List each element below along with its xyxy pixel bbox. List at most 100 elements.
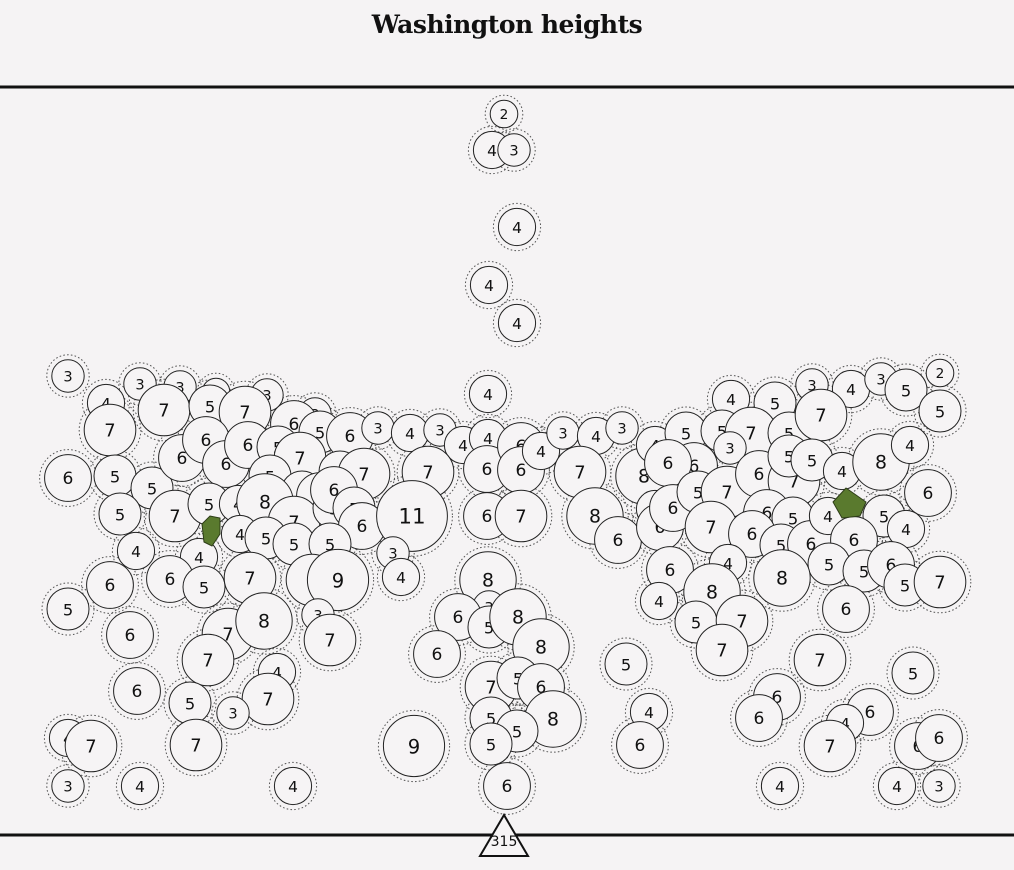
bubble-label: 3 [313,608,322,625]
bubble-label: 5 [681,425,691,444]
bubble [413,630,461,678]
bubble-label: 7 [239,403,250,424]
bubble-ring [454,546,522,614]
bubble-ring [115,761,165,811]
bubble-label: 6 [689,457,700,477]
bubble-label: 7 [190,736,201,757]
bubble-label: 4 [775,778,785,796]
bubble-label: 6 [754,465,765,485]
bubble-label: 8 [482,571,494,592]
bubble [877,766,917,806]
bubble-label: 4 [272,664,282,682]
bubble [884,368,928,412]
bubble-label: 5 [770,395,780,414]
bubble [306,548,370,612]
bubble-label: 6 [132,682,143,702]
bubble-label: 7 [515,507,526,528]
bubble-label: 6 [762,504,773,524]
bubble-label: 4 [135,778,145,796]
bubble [616,721,664,769]
bubble-label: 8 [589,507,601,528]
bubble-label: 4 [101,395,111,413]
bubble [735,694,783,742]
bubble-label: 3 [807,378,816,395]
bubble [494,489,548,543]
bubble-label: 5 [261,530,271,549]
bubble-label: 4 [644,704,654,722]
bubble-label: 4 [823,508,833,526]
bubble-ring [492,298,542,348]
bubble-label: 4 [487,142,497,160]
bubble-label: 8 [259,493,271,514]
bubble-label: 5 [879,508,889,527]
bubble [497,303,537,343]
bubble-ring [920,353,960,393]
bubble-label: 5 [908,665,918,684]
bubble-label: 7 [85,737,96,758]
bubble-label: 4 [131,543,141,561]
bubble-label: 3 [373,421,382,438]
bubble-label: 4 [591,428,601,446]
bubble [904,469,952,517]
bubble-ring [484,94,524,134]
bubble-ring [910,709,968,767]
bubble-label: 3 [435,423,444,440]
bubble-label: 6 [806,535,817,555]
bubble-label: 5 [784,448,794,467]
bubble-label: 7 [202,651,213,672]
bubble-label: 5 [147,480,157,499]
bubble-label: 5 [512,723,522,742]
bubble-label: 7 [485,678,496,699]
bubble-label: 4 [905,437,915,455]
bubble-label: 4 [726,391,736,409]
bubble-label: 4 [901,521,911,539]
bubble-label: 4 [405,425,415,443]
total-label: 315 [491,834,518,850]
bubble-label: 4 [723,555,733,573]
bubble-label: 3 [876,372,885,389]
bubble-label: 4 [483,386,493,404]
bubble-label: 5 [315,424,325,443]
bubble-label: 9 [332,570,344,593]
bubble [760,766,800,806]
bubble [469,722,513,766]
bubble [925,358,955,388]
bubble [169,718,223,772]
bubble-label: 6 [665,561,676,581]
bubble-label: 4 [458,437,468,455]
bubble-label: 3 [388,546,397,563]
bubble-label: 5 [621,656,631,675]
bubble-label: 7 [736,612,747,633]
bubble [216,696,250,730]
bubble [605,411,639,445]
bubble-ring [377,709,451,783]
bubble-ring [81,556,139,614]
bubble-label: 7 [815,406,826,427]
bubble-label: 6 [663,454,674,474]
bubble-ring [872,761,922,811]
bubble-label: 6 [453,608,464,628]
bubble-ring [841,683,899,741]
bubble [489,99,519,129]
bubble-label: 7 [158,401,169,422]
bubble-label: 5 [859,563,869,582]
bubble [468,374,508,414]
bubble-label: 6 [177,449,188,469]
bubble-label: 6 [105,576,116,596]
bubble-label: 6 [482,460,493,480]
bubble [604,642,648,686]
bubble-label: 5 [717,423,727,442]
bubble [822,585,870,633]
bubble-label: 6 [923,484,934,504]
bubble [469,265,509,305]
bubble [106,611,154,659]
bubble-label: 6 [841,600,852,620]
bubble-label: 2 [500,107,509,123]
bubble-ring [908,550,972,614]
bubble-label: 8 [512,608,524,629]
bubble-label: 6 [865,703,876,723]
bubble-label: 5 [901,382,911,401]
bubble-label: 4 [484,277,494,295]
bubble [497,133,531,167]
